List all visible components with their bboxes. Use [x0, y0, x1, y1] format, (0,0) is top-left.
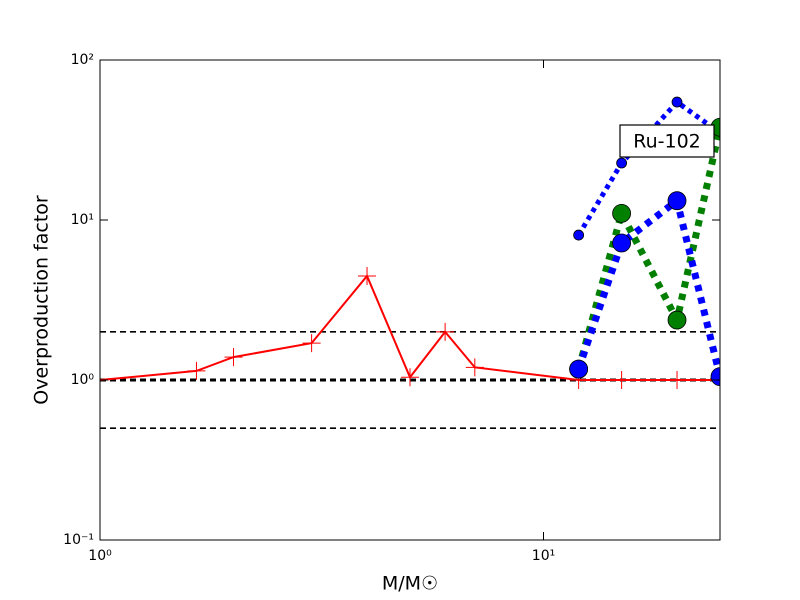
marker — [569, 359, 589, 379]
marker — [358, 266, 377, 285]
annotation: Ru-102 — [633, 131, 701, 153]
x-tick-label: 10¹ — [532, 548, 555, 564]
marker — [667, 191, 687, 211]
axes-frame — [99, 59, 721, 541]
marker — [573, 229, 585, 241]
marker — [612, 203, 632, 223]
marker — [612, 371, 631, 389]
marker — [187, 361, 206, 380]
series-line — [575, 194, 720, 378]
annotation-box — [619, 124, 715, 158]
series-line — [100, 274, 720, 381]
marker — [401, 368, 419, 387]
marker — [668, 371, 687, 389]
marker — [612, 233, 632, 253]
plot-area — [100, 96, 720, 429]
series-line — [576, 98, 720, 237]
y-tick-label: 10⁻¹ — [63, 532, 94, 548]
x-tick-label: 10⁰ — [88, 548, 112, 564]
marker — [436, 322, 455, 341]
y-tick-label: 10¹ — [71, 212, 94, 228]
series-line — [575, 126, 720, 371]
marker — [671, 96, 683, 108]
y-axis-label: Overproduction factor — [31, 195, 53, 405]
marker — [224, 348, 243, 367]
y-tick-label: 10⁰ — [71, 372, 95, 388]
marker — [710, 367, 720, 387]
x-axis-label: M/M☉ — [382, 573, 438, 595]
marker — [302, 334, 321, 353]
marker — [667, 310, 687, 330]
marker — [616, 157, 628, 169]
marker — [465, 358, 484, 377]
y-tick-label: 10² — [71, 52, 94, 68]
